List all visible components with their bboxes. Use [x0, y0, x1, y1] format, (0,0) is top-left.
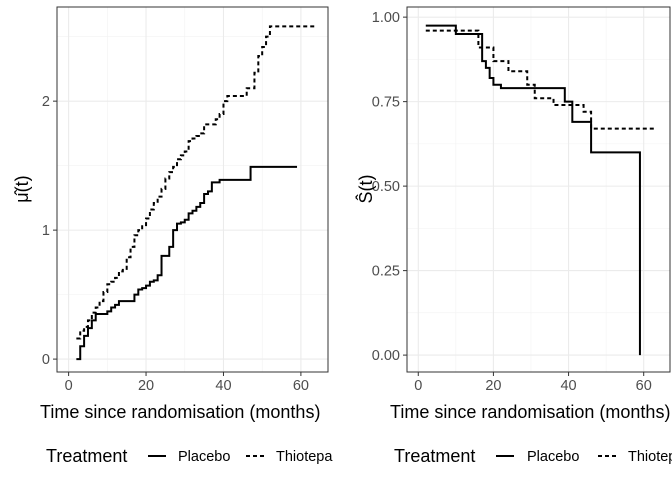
survival-x-tick-label: 0: [414, 378, 422, 394]
mcf-legend-label-placebo: Placebo: [178, 449, 230, 465]
mcf-y-tick-label: 2: [42, 94, 50, 110]
survival-x-axis-title: Time since randomisation (months): [390, 402, 670, 422]
survival-legend-title: Treatment: [394, 446, 475, 466]
mcf-ticks: 0 20 40 60 0 1 2: [42, 94, 309, 394]
mcf-series: [76, 25, 317, 361]
survival-series-placebo: [425, 24, 641, 356]
mcf-x-tick-label: 0: [65, 378, 73, 394]
survival-y-tick-label: 0.00: [372, 348, 400, 364]
mcf-panel: 0 20 40 60 0 1 2 μ̂(t) Time since randomisatio…: [12, 6, 329, 422]
survival-ticks: 0 20 40 60 0.00 0.25 0.50 0.75 1.00: [372, 10, 652, 394]
mcf-x-tick-label: 60: [293, 378, 309, 394]
survival-legend-label-thiotepa: Thiotepa: [628, 449, 672, 465]
survival-x-tick-label: 40: [560, 378, 576, 394]
mcf-grid: [57, 7, 328, 372]
mcf-series-placebo: [76, 165, 298, 361]
survival-x-tick-label: 60: [636, 378, 652, 394]
mcf-y-axis-title-text: μ̂(t): [12, 175, 32, 202]
survival-y-tick-label: 0.75: [372, 95, 400, 111]
survival-panel: 0 20 40 60 0.00 0.25 0.50 0.75 1.00 Ŝ(t) Time si…: [355, 6, 671, 422]
survival-legend: Treatment Placebo Thiotepa: [394, 446, 672, 466]
mcf-x-axis-title: Time since randomisation (months): [40, 402, 320, 422]
mcf-y-axis-title: μ̂(t): [12, 175, 32, 202]
panel-gap-mask: [336, 380, 342, 480]
mcf-x-tick-label: 40: [215, 378, 231, 394]
mcf-panel-border: [56, 6, 329, 373]
mcf-legend-label-thiotepa: Thiotepa: [276, 449, 333, 465]
survival-y-axis-title-text: Ŝ(t): [355, 175, 376, 204]
survival-legend-label-placebo: Placebo: [527, 449, 579, 465]
survival-series-thiotepa: [425, 29, 655, 130]
survival-y-tick-label: 0.25: [372, 264, 400, 280]
mcf-legend: Treatment Placebo Thiotepa: [46, 446, 333, 466]
mcf-legend-title: Treatment: [46, 446, 127, 466]
survival-series: [425, 24, 655, 356]
mcf-y-tick-label: 0: [42, 352, 50, 368]
survival-y-tick-label: 0.50: [372, 179, 400, 195]
survival-grid: [407, 7, 670, 372]
survival-panel-border: [406, 6, 671, 373]
mcf-series-thiotepa: [76, 25, 317, 340]
mcf-y-tick-label: 1: [42, 223, 50, 239]
survival-y-axis-title: Ŝ(t): [355, 175, 376, 204]
mcf-x-tick-label: 20: [138, 378, 154, 394]
survival-y-tick-label: 1.00: [372, 10, 400, 26]
survival-x-tick-label: 20: [485, 378, 501, 394]
